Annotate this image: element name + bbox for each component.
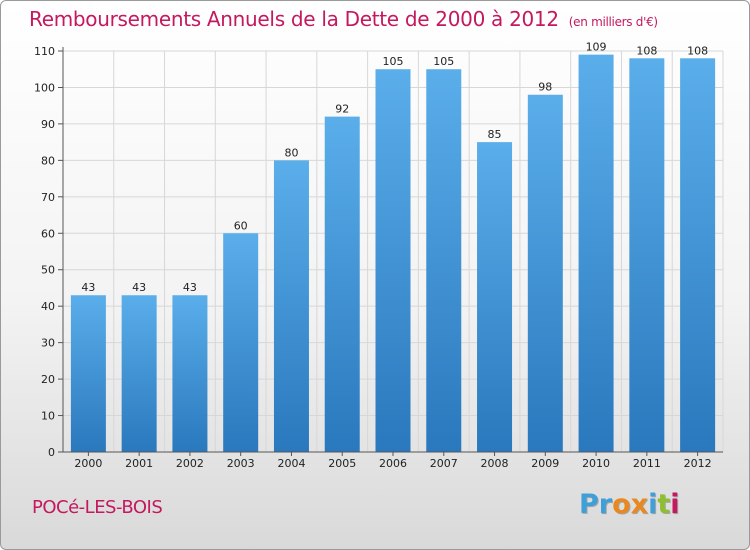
logo-letter: i xyxy=(648,489,658,520)
bar-2003 xyxy=(223,233,259,452)
logo-letter: r xyxy=(598,489,613,520)
x-tick-label: 2009 xyxy=(531,457,559,470)
logo-letter: x xyxy=(630,489,649,520)
bar-value-label: 60 xyxy=(234,219,248,232)
proxiti-logo: Proxiti xyxy=(579,489,680,520)
x-tick-label: 2011 xyxy=(633,457,661,470)
title-text: Remboursements Annuels de la Dette de 20… xyxy=(29,7,559,31)
bar-value-label: 98 xyxy=(538,81,552,94)
axis-layer: 0 10 20 30 40 50 60 70 80 90 100 110 2000 2001 2002 200… xyxy=(34,45,723,470)
x-tick-label: 2012 xyxy=(684,457,712,470)
logo-letter: t xyxy=(657,489,671,520)
bar-2005 xyxy=(324,116,360,453)
bar-value-label: 92 xyxy=(335,103,349,116)
y-tick-label: 10 xyxy=(41,410,55,423)
bar-2012 xyxy=(680,58,716,453)
y-tick-label: 90 xyxy=(41,118,55,131)
x-tick-label: 2005 xyxy=(328,457,356,470)
x-tick-label: 2006 xyxy=(379,457,407,470)
y-tick-label: 60 xyxy=(41,227,55,240)
bar-value-label: 43 xyxy=(132,281,146,294)
y-tick-label: 40 xyxy=(41,300,55,313)
y-tick-label: 20 xyxy=(41,373,55,386)
logo-letter: o xyxy=(612,489,631,520)
bar-value-label: 105 xyxy=(433,55,454,68)
x-tick-label: 2001 xyxy=(125,457,153,470)
commune-name: POCé-LES-BOIS xyxy=(32,497,163,518)
bar-2009 xyxy=(527,94,563,452)
y-tick-label: 70 xyxy=(41,191,55,204)
bar-value-label: 85 xyxy=(488,128,502,141)
bar-value-label: 80 xyxy=(284,146,298,159)
bar-2007 xyxy=(426,69,462,453)
y-tick-label: 0 xyxy=(48,446,55,459)
bar-2010 xyxy=(578,54,614,453)
bar-2011 xyxy=(629,58,665,453)
y-tick-label: 100 xyxy=(34,81,55,94)
bar-value-label: 109 xyxy=(586,41,607,54)
bar-value-label: 43 xyxy=(183,281,197,294)
bar-2008 xyxy=(477,142,513,453)
x-tick-label: 2003 xyxy=(227,457,255,470)
x-tick-label: 2010 xyxy=(582,457,610,470)
bar-2006 xyxy=(375,69,411,453)
y-tick-label: 50 xyxy=(41,264,55,277)
bar-2002 xyxy=(172,295,208,452)
y-tick-label: 30 xyxy=(41,337,55,350)
bars-layer: 43 43 43 60 80 92 105 105 85 98 109 108 108 xyxy=(70,41,716,453)
x-tick-label: 2007 xyxy=(430,457,458,470)
y-tick-label: 80 xyxy=(41,154,55,167)
bar-2004 xyxy=(273,160,309,452)
bar-value-label: 108 xyxy=(636,44,657,57)
x-tick-label: 2000 xyxy=(74,457,102,470)
x-tick-label: 2008 xyxy=(481,457,509,470)
chart-subtitle: (en milliers d'€) xyxy=(568,15,658,29)
bar-value-label: 105 xyxy=(383,55,404,68)
y-tick-label: 110 xyxy=(34,45,55,58)
bar-2000 xyxy=(70,295,106,452)
logo-letter: P xyxy=(579,489,599,520)
bar-value-label: 43 xyxy=(81,281,95,294)
bar-2001 xyxy=(121,295,157,452)
chart-title: Remboursements Annuels de la Dette de 20… xyxy=(29,7,658,31)
x-tick-label: 2002 xyxy=(176,457,204,470)
bar-value-label: 108 xyxy=(687,44,708,57)
x-tick-label: 2004 xyxy=(277,457,305,470)
logo-letter: i xyxy=(670,489,680,520)
